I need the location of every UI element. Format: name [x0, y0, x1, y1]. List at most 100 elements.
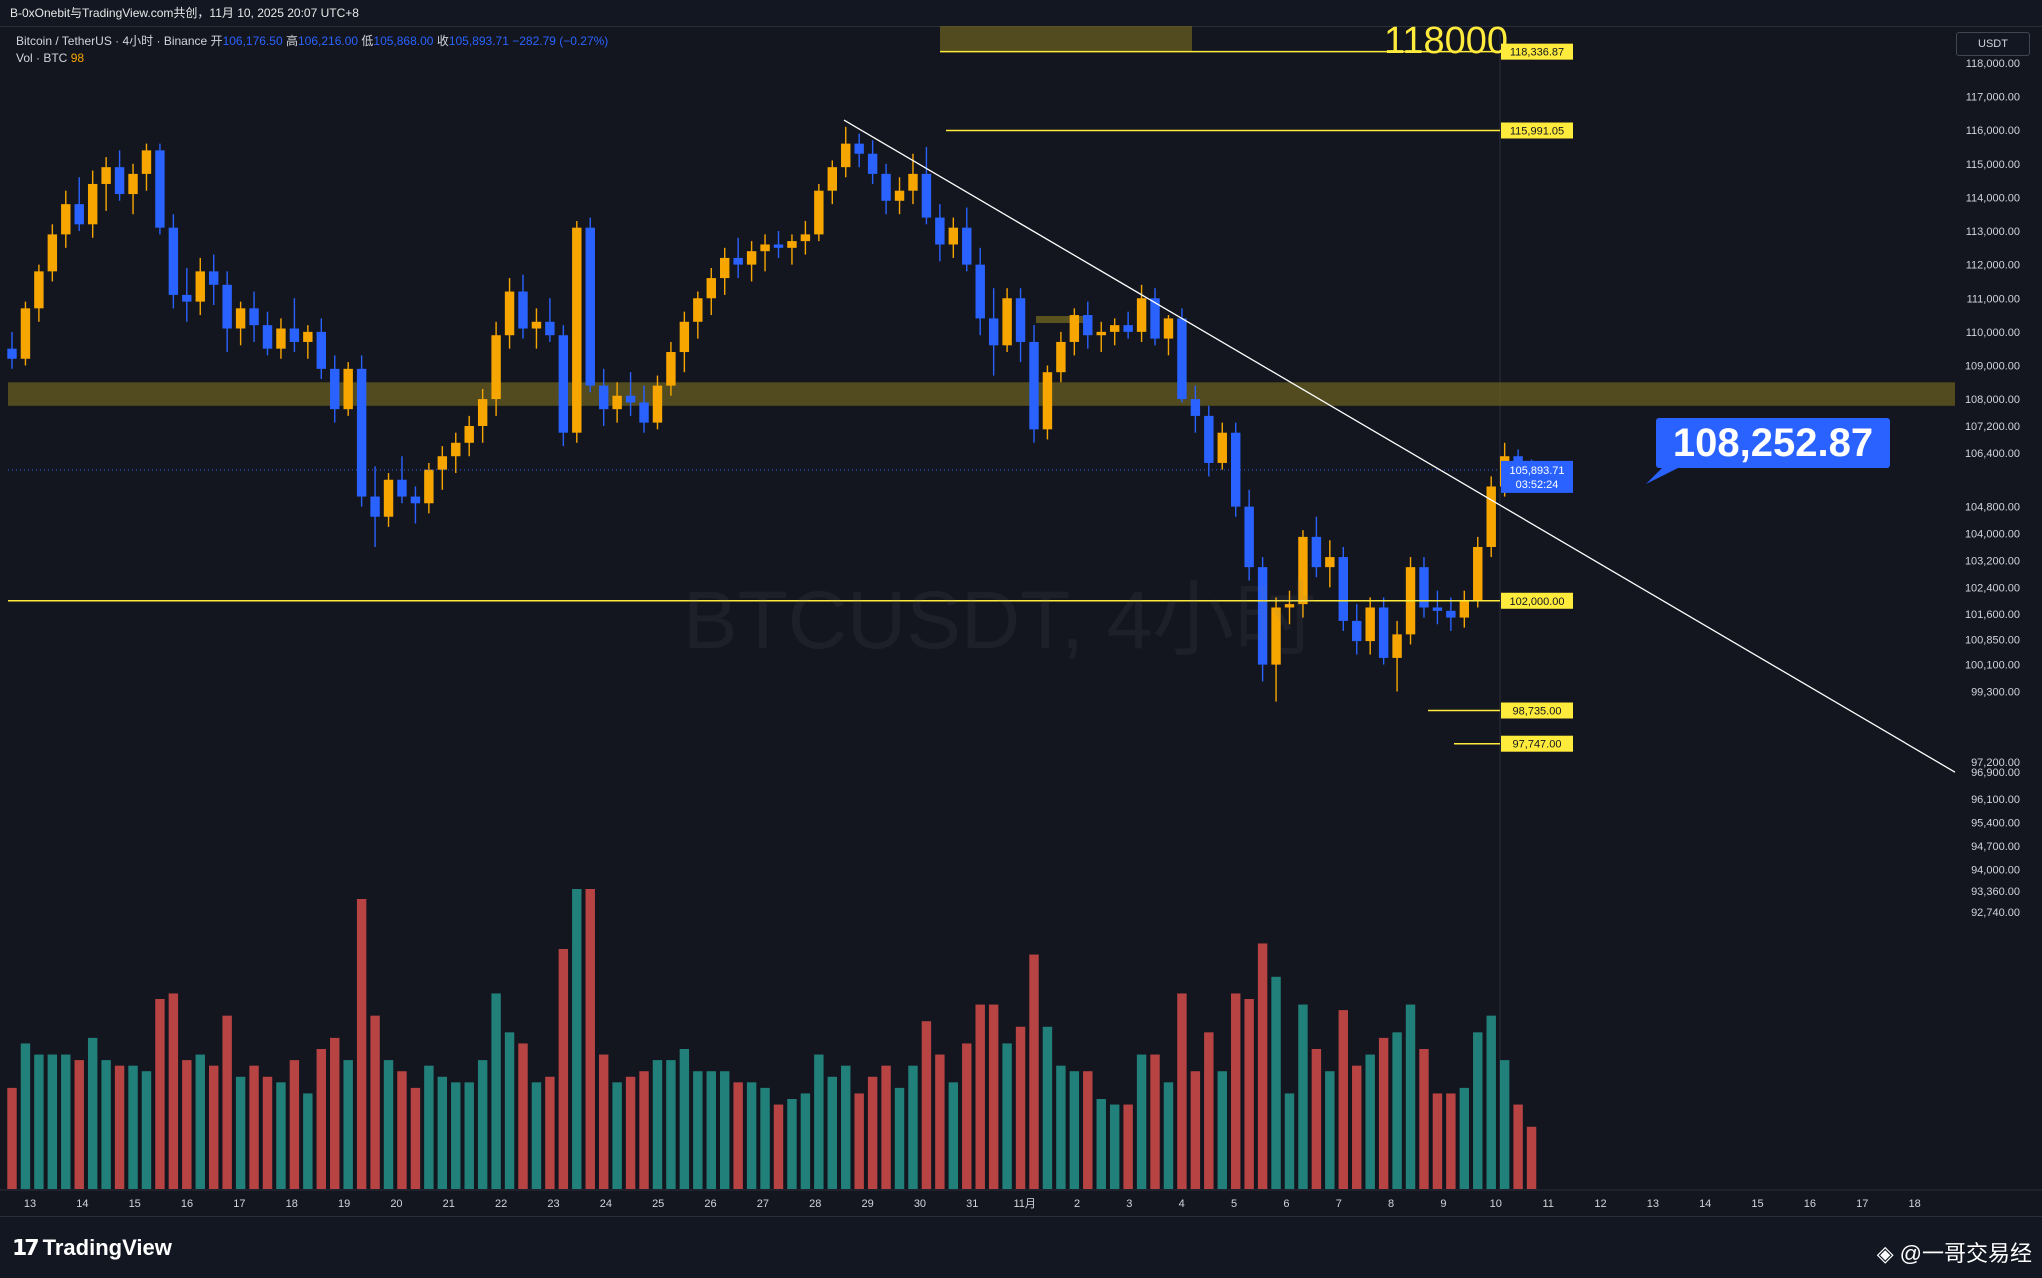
volume-bar: [34, 1054, 44, 1189]
candle-body: [1029, 341, 1039, 430]
candle-body: [1069, 315, 1080, 342]
volume-bar: [182, 1060, 192, 1189]
volume-bar: [262, 1076, 273, 1189]
time-tick-label: 16: [1804, 1198, 1816, 1210]
volume-bar: [1096, 1099, 1106, 1189]
time-tick-label: 27: [757, 1198, 769, 1210]
candle-body: [1284, 604, 1295, 608]
price-tick-label: 100,850.00: [1965, 634, 2020, 646]
price-tick-label: 97,200.00: [1971, 757, 2020, 769]
price-tick-label: 99,300.00: [1971, 687, 2020, 699]
volume-bar: [935, 1054, 945, 1189]
volume-bar: [1069, 1071, 1080, 1189]
candle-body: [1177, 318, 1187, 400]
tradingview-logo[interactable]: 𝟭𝟳 TradingView: [12, 1235, 172, 1261]
candle-body: [383, 479, 394, 517]
candle-body: [316, 331, 326, 369]
volume-bar: [424, 1065, 434, 1189]
candle-body: [625, 395, 636, 403]
legend-high-label: 高: [285, 34, 298, 48]
volume-bar: [1419, 1049, 1429, 1189]
candle-body: [639, 402, 649, 423]
candle-body: [1271, 607, 1281, 665]
author-credit-text: @一哥交易经: [1899, 1241, 2032, 1266]
volume-bar: [1136, 1054, 1147, 1189]
volume-bar: [894, 1087, 905, 1189]
price-tick-label: 118,000.00: [1966, 58, 2020, 70]
currency-button[interactable]: USDT: [1956, 32, 2030, 56]
candle-body: [437, 456, 448, 470]
price-tick-label: 106,400.00: [1965, 448, 2020, 460]
volume-bar: [141, 1071, 152, 1189]
price-tick-label: 110,000.00: [1966, 327, 2020, 339]
price-level-label: 98,735.00: [1513, 705, 1562, 717]
price-tick-label: 109,000.00: [1965, 360, 2020, 372]
price-level-label: 102,000.00: [1509, 596, 1564, 608]
volume-bar: [1109, 1104, 1120, 1189]
candle-body: [975, 264, 985, 319]
volume-bar: [1446, 1093, 1456, 1189]
candle-body: [881, 173, 891, 201]
volume-bar: [1365, 1054, 1375, 1189]
candle-body: [1257, 567, 1268, 665]
time-tick-label: 21: [443, 1198, 455, 1210]
tradingview-brand: TradingView: [42, 1235, 172, 1260]
volume-bar: [316, 1049, 326, 1189]
candle-body: [1136, 298, 1147, 332]
candle-body: [182, 294, 192, 302]
volume-bar: [1177, 993, 1187, 1189]
legend-vol-value: 98: [70, 51, 85, 65]
candle-body: [760, 244, 770, 252]
price-tick-label: 104,800.00: [1965, 502, 2020, 514]
time-tick-label: 17: [233, 1198, 245, 1210]
candle-body: [1015, 298, 1026, 342]
price-callout[interactable]: 108,252.87: [1656, 418, 1890, 468]
candle-body: [504, 291, 515, 336]
price-tick-label: 100,100.00: [1965, 660, 2020, 672]
volume-bar: [209, 1065, 219, 1189]
price-level-tag: [1501, 592, 1573, 609]
volume-bar: [1499, 1060, 1510, 1189]
volume-bar: [1392, 1032, 1402, 1189]
price-level-tag: [1501, 43, 1573, 60]
candle-body: [195, 271, 205, 302]
candle-body: [773, 244, 784, 248]
volume-bar: [464, 1082, 474, 1189]
volume-bar: [1284, 1093, 1295, 1189]
candle-body: [222, 284, 232, 329]
price-level-label: 97,747.00: [1513, 739, 1562, 751]
candle-body: [343, 368, 353, 410]
candle-body: [370, 496, 380, 517]
time-tick-label: 26: [704, 1198, 716, 1210]
volume-bar: [693, 1071, 703, 1189]
time-tick-label: 3: [1126, 1198, 1132, 1210]
volume-bar: [921, 1021, 932, 1189]
volume-bar: [679, 1049, 690, 1189]
volume-bar: [545, 1076, 555, 1189]
candle-body: [235, 308, 246, 329]
volume-bar: [1150, 1054, 1160, 1189]
candle-body: [1150, 298, 1160, 339]
price-tick-label: 108,000.00: [1965, 394, 2020, 406]
volume-bar: [962, 1043, 972, 1189]
volume-bar: [383, 1060, 394, 1189]
time-tick-label: 13: [1647, 1198, 1659, 1210]
volume-bar: [1271, 976, 1281, 1189]
price-tick-label: 115,000.00: [1966, 159, 2020, 171]
candle-body: [679, 321, 690, 353]
candle-body: [612, 395, 622, 410]
legend-open-label: 开: [210, 34, 223, 48]
candle-body: [706, 278, 716, 299]
resistance-zone: [8, 382, 1955, 406]
candle-body: [491, 335, 501, 400]
price-tick-label: 111,000.00: [1967, 293, 2020, 305]
volume-bar: [101, 1060, 111, 1189]
candle-body: [464, 425, 474, 443]
candle-body: [1204, 415, 1214, 463]
binance-diamond-icon: ◈: [1876, 1241, 1894, 1266]
price-tick-label: 104,000.00: [1965, 529, 2020, 541]
volume-bar: [1083, 1071, 1093, 1189]
volume-bar: [1244, 999, 1254, 1189]
time-tick-label: 6: [1283, 1198, 1289, 1210]
candlestick-chart[interactable]: 13 14 15 16 17 18 19 20 21 22 23 24 25 26 27 28 29 30 31 11…: [0, 0, 2042, 1216]
